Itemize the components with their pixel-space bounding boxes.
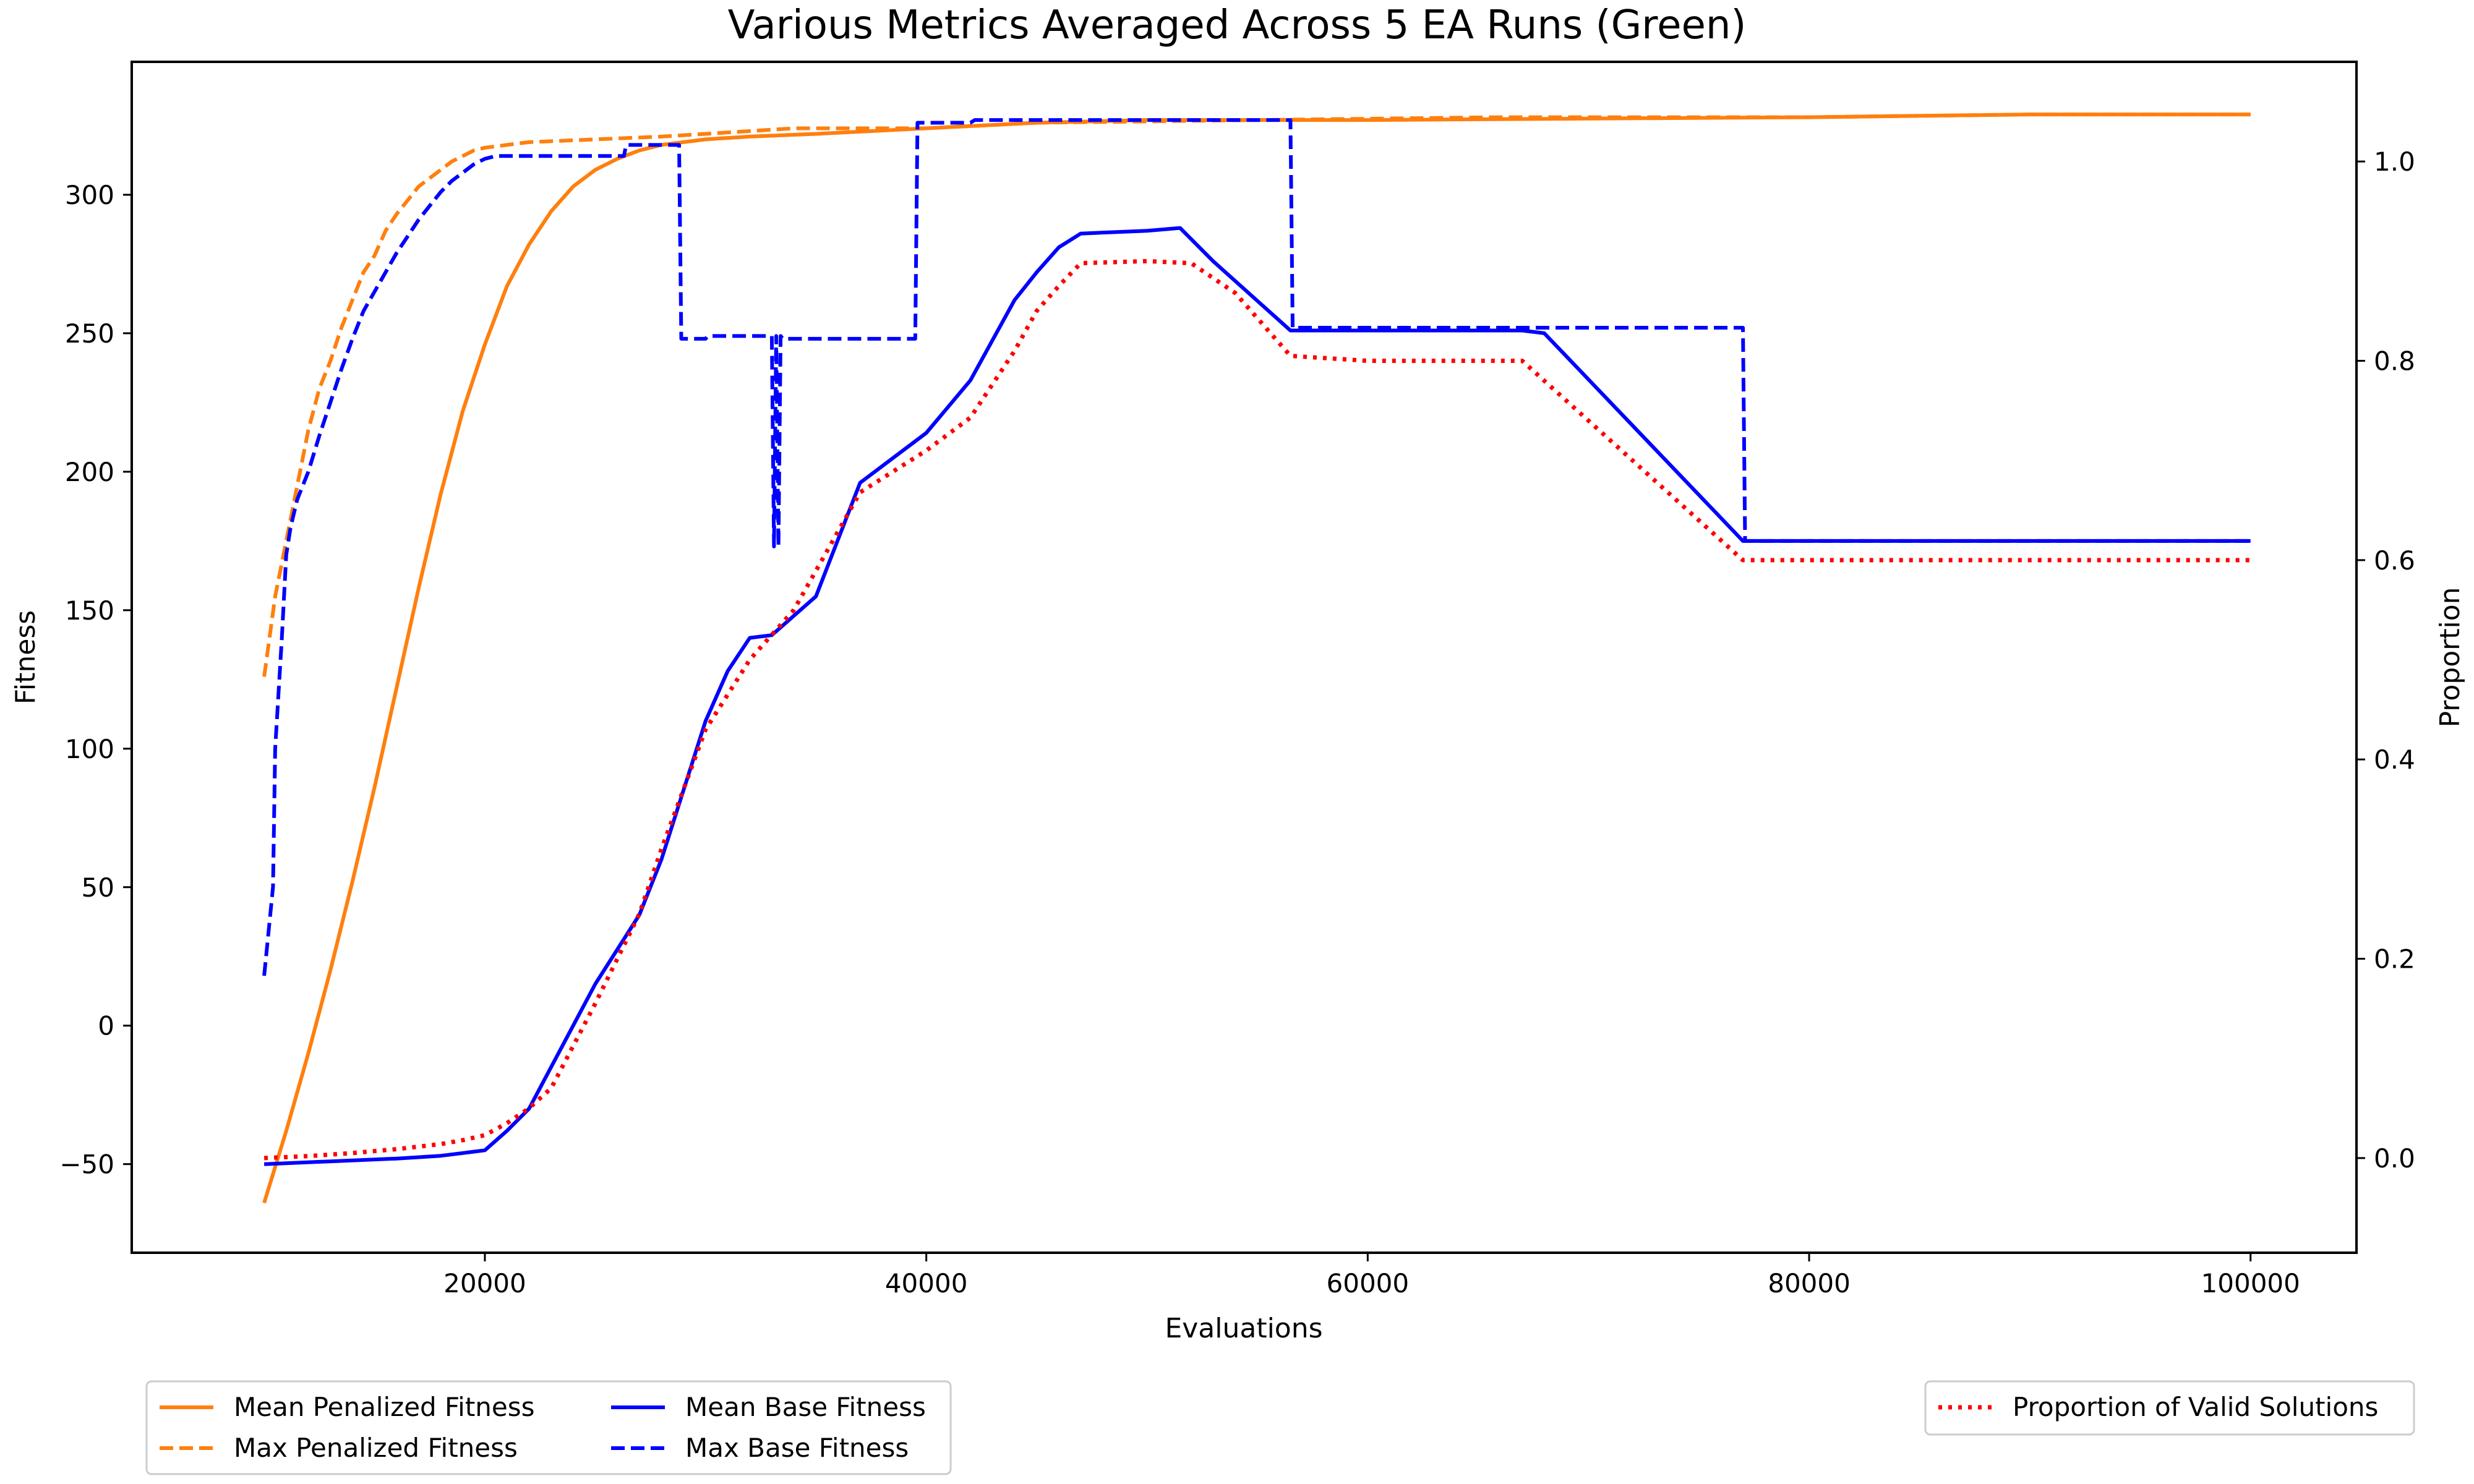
- legend-right-frame: [1924, 1380, 2415, 1436]
- x-tick-label: 40000: [885, 1268, 968, 1298]
- series-line-proportion-of-valid-solutions: [263, 258, 2251, 1161]
- legend-label-max-penalized: Max Penalized Fitness: [234, 1433, 518, 1463]
- y-tick-label: 150: [65, 595, 114, 626]
- legend-label-proportion-valid: Proportion of Valid Solutions: [2013, 1392, 2378, 1422]
- y-tick-label: 300: [65, 180, 114, 210]
- y-axis-left: −50 0 50 100 150 200 250 300: [59, 180, 132, 1180]
- x-tick-label: 100000: [2201, 1268, 2300, 1298]
- legend-right: Proportion of Valid Solutions: [1924, 1380, 2415, 1436]
- y-tick-label: 50: [82, 872, 114, 903]
- y2-tick-label: 0.0: [2374, 1143, 2415, 1174]
- x-axis-label: Evaluations: [1165, 1313, 1322, 1344]
- legend-left-frame: [145, 1380, 952, 1475]
- y2-tick-label: 0.2: [2374, 944, 2415, 974]
- legend-label-max-base: Max Base Fitness: [685, 1433, 909, 1463]
- series-line-max-penalized-fitness: [262, 113, 2251, 677]
- y-tick-label: 100: [65, 734, 114, 764]
- y-axis-right: 0.0 0.2 0.4 0.6 0.8 1.0: [2356, 147, 2415, 1174]
- y2-tick-label: 0.6: [2374, 545, 2415, 576]
- legend-label-mean-penalized: Mean Penalized Fitness: [234, 1392, 535, 1422]
- x-axis: 20000 40000 60000 80000 100000: [443, 1253, 2300, 1298]
- y-tick-label: 250: [65, 318, 114, 349]
- y2-tick-label: 1.0: [2374, 147, 2415, 177]
- y-tick-label: −50: [59, 1149, 114, 1180]
- y2-tick-label: 0.8: [2374, 346, 2415, 377]
- plot-frame: [131, 61, 2358, 1254]
- x-tick-label: 80000: [1768, 1268, 1851, 1298]
- chart-title: Various Metrics Averaged Across 5 EA Run…: [728, 2, 1747, 48]
- y-tick-label: 0: [98, 1011, 114, 1041]
- series-line-mean-penalized-fitness: [262, 113, 2251, 1204]
- legend-label-mean-base: Mean Base Fitness: [685, 1392, 926, 1422]
- series-line-mean-base-fitness: [263, 226, 2251, 1166]
- plot-lines: [262, 113, 2251, 1204]
- series-line-max-base-fitness: [262, 118, 2251, 976]
- legend-left: Mean Penalized Fitness Max Penalized Fit…: [145, 1380, 952, 1475]
- x-tick-label: 20000: [443, 1268, 526, 1298]
- y-tick-label: 200: [65, 457, 114, 487]
- y2-axis-label: Proportion: [2434, 587, 2466, 727]
- x-tick-label: 60000: [1327, 1268, 1410, 1298]
- y2-tick-label: 0.4: [2374, 744, 2415, 775]
- y-axis-label: Fitness: [10, 610, 41, 704]
